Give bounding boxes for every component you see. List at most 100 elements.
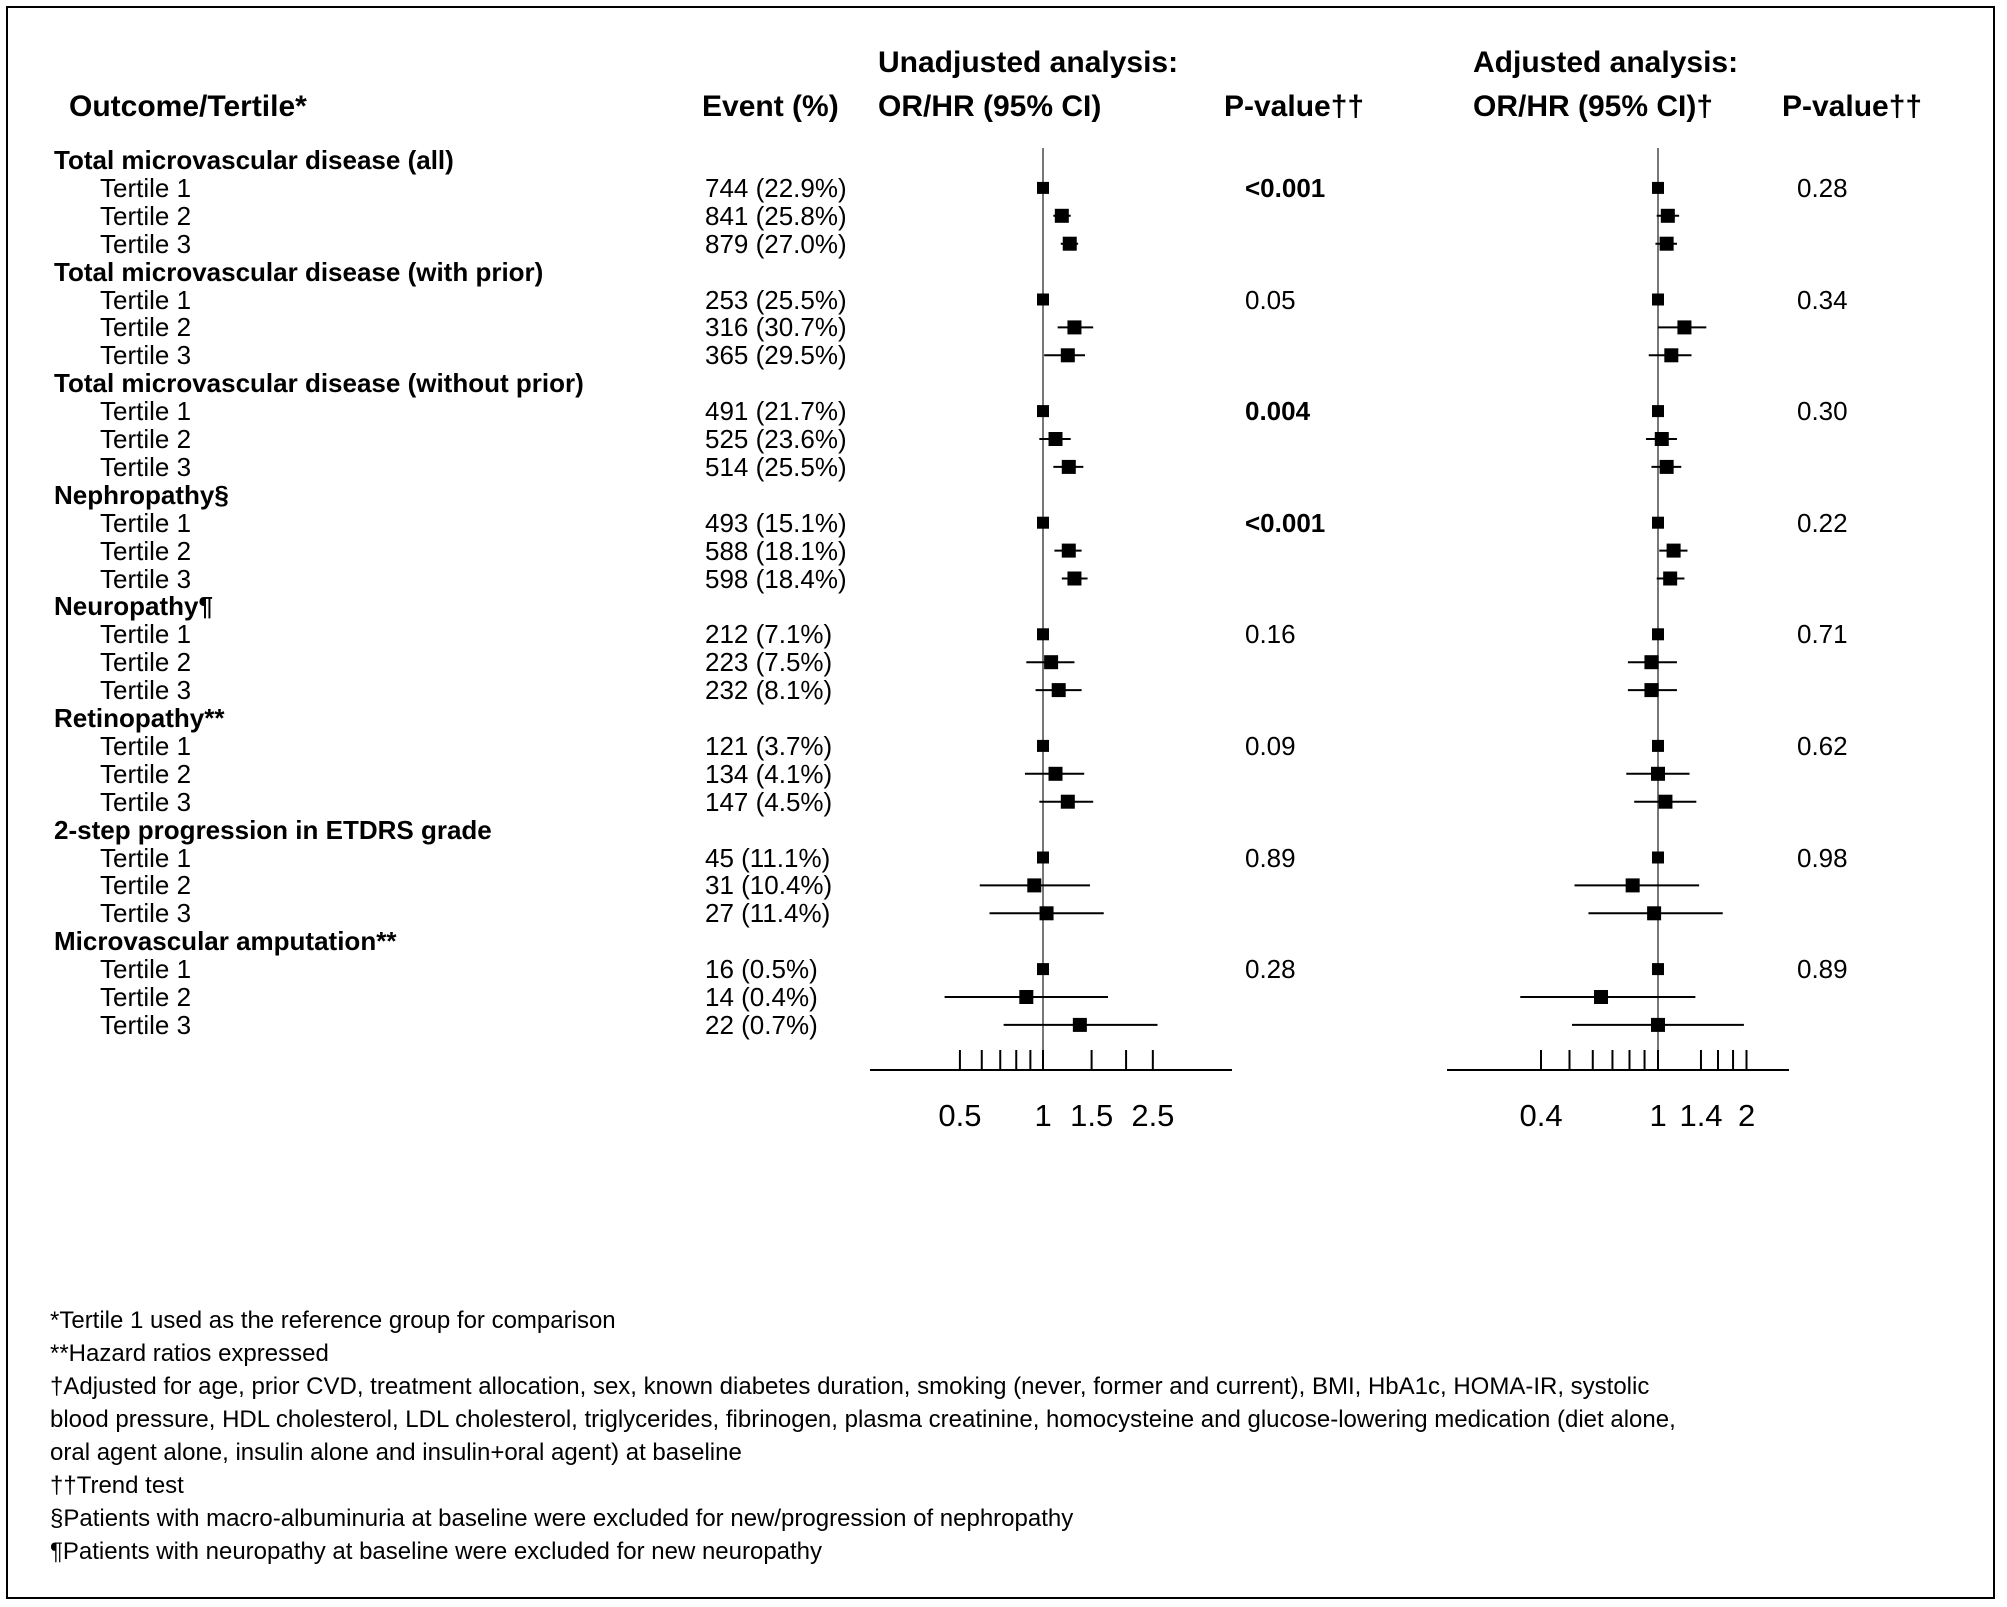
adjusted-point-g6-tertile-2 [1651, 766, 1665, 781]
adjusted-point-g6-tertile-3 [1658, 794, 1673, 809]
adjusted-pvalue-g5: 0.71 [1797, 619, 1848, 650]
unadjusted-pvalue-g8: 0.28 [1245, 954, 1296, 985]
tertile-label-g3-tertile-2: Tertile 2 [100, 424, 192, 454]
tertile-label-g5-tertile-1: Tertile 1 [100, 619, 192, 650]
adjusted-ci-header: OR/HR (95% CI)† [1473, 90, 1714, 123]
adjusted-title: Adjusted analysis: [1473, 46, 1739, 79]
adjusted-point-g3-tertile-2 [1654, 432, 1669, 446]
unadjusted-pvalue-g5: 0.16 [1245, 619, 1296, 650]
adjusted-tick-label-1-4: 1.4 [1679, 1098, 1723, 1133]
adjusted-point-g7-tertile-2 [1625, 878, 1640, 893]
event-value-g7-tertile-2: 31 (10.4%) [705, 870, 833, 901]
adjusted-point-g5-tertile-2 [1644, 655, 1659, 670]
tertile-label-g3-tertile-3: Tertile 3 [100, 451, 192, 482]
unadjusted-tick-label-2-5: 2.5 [1131, 1098, 1175, 1133]
group-label-microvascular-amputation: Microvascular amputation** [54, 926, 397, 957]
unadjusted-tick-label-0-5: 0.5 [938, 1098, 982, 1133]
unadjusted-point-g7-tertile-1 [1037, 851, 1049, 864]
adjusted-pvalue-g2: 0.34 [1797, 284, 1848, 315]
event-value-g1-tertile-2: 841 (25.8%) [705, 200, 847, 231]
footnotes: *Tertile 1 used as the reference group f… [50, 1304, 1676, 1568]
adjusted-point-g3-tertile-1 [1652, 405, 1664, 418]
tertile-label-g4-tertile-1: Tertile 1 [100, 507, 192, 538]
tertile-label-g8-tertile-1: Tertile 1 [100, 954, 192, 985]
event-value-g1-tertile-3: 879 (27.0%) [705, 228, 847, 259]
tertile-label-g8-tertile-2: Tertile 2 [100, 982, 192, 1012]
unadjusted-point-g8-tertile-1 [1037, 963, 1049, 976]
event-value-g2-tertile-1: 253 (25.5%) [705, 284, 847, 315]
event-value-g4-tertile-1: 493 (15.1%) [705, 507, 847, 538]
figure-frame [6, 6, 1995, 1599]
group-label-neuropathy: Neuropathy¶ [54, 591, 213, 622]
unadjusted-point-g1-tertile-3 [1062, 236, 1077, 251]
event-value-g8-tertile-3: 22 (0.7%) [705, 1009, 818, 1040]
tertile-label-g6-tertile-3: Tertile 3 [100, 786, 192, 817]
tertile-label-g2-tertile-2: Tertile 2 [100, 312, 192, 343]
group-label-2-step-progression-in-etdrs-grade: 2-step progression in ETDRS grade [54, 814, 492, 845]
adjusted-point-g3-tertile-3 [1659, 459, 1674, 474]
event-value-g6-tertile-3: 147 (4.5%) [705, 786, 833, 817]
adjusted-point-g2-tertile-1 [1652, 293, 1664, 306]
adjusted-point-g5-tertile-3 [1644, 683, 1659, 698]
unadjusted-pvalue-g1: <0.001 [1245, 172, 1326, 203]
group-label-retinopathy: Retinopathy** [54, 703, 225, 733]
unadjusted-point-g7-tertile-3 [1039, 906, 1054, 921]
footnote-reference: *Tertile 1 used as the reference group f… [50, 1307, 616, 1334]
unadjusted-point-g8-tertile-3 [1072, 1017, 1087, 1032]
tertile-label-g7-tertile-2: Tertile 2 [100, 870, 192, 901]
group-label-nephropathy: Nephropathy§ [54, 479, 229, 510]
footnote-trend: ††Trend test [50, 1472, 184, 1499]
footnote-adjusted-line2: blood pressure, HDL cholesterol, LDL cho… [50, 1406, 1676, 1433]
tertile-label-g8-tertile-3: Tertile 3 [100, 1009, 192, 1040]
unadjusted-point-g1-tertile-1 [1037, 181, 1049, 194]
unadjusted-point-g6-tertile-2 [1048, 766, 1063, 781]
unadjusted-ci-header: OR/HR (95% CI) [878, 90, 1102, 123]
adjusted-pvalue-g3: 0.30 [1797, 396, 1848, 427]
adjusted-tick-label-0-4: 0.4 [1519, 1098, 1563, 1133]
footnote-adjusted-line3: oral agent alone, insulin alone and insu… [50, 1439, 742, 1466]
event-value-g2-tertile-3: 365 (29.5%) [705, 340, 847, 371]
event-value-g5-tertile-2: 223 (7.5%) [705, 647, 833, 678]
group-label-total-microvascular-disease-without-prior: Total microvascular disease (without pri… [54, 368, 584, 399]
unadjusted-title: Unadjusted analysis: [878, 46, 1179, 79]
group-label-total-microvascular-disease-with-prior: Total microvascular disease (with prior) [54, 256, 544, 287]
event-header: Event (%) [702, 90, 839, 123]
tertile-label-g2-tertile-3: Tertile 3 [100, 340, 192, 371]
event-value-g5-tertile-3: 232 (8.1%) [705, 675, 833, 706]
event-value-g4-tertile-2: 588 (18.1%) [705, 535, 847, 566]
tertile-label-g7-tertile-3: Tertile 3 [100, 898, 192, 929]
unadjusted-pvalue-g6: 0.09 [1245, 730, 1296, 761]
unadjusted-tick-label-1: 1 [1034, 1098, 1052, 1133]
adjusted-point-g8-tertile-3 [1651, 1017, 1665, 1032]
event-value-g4-tertile-3: 598 (18.4%) [705, 563, 847, 594]
tertile-label-g1-tertile-2: Tertile 2 [100, 200, 192, 231]
unadjusted-pvalue-g7: 0.89 [1245, 842, 1296, 873]
tertile-label-g3-tertile-1: Tertile 1 [100, 396, 192, 427]
event-value-g6-tertile-2: 134 (4.1%) [705, 758, 833, 789]
event-value-g3-tertile-1: 491 (21.7%) [705, 396, 847, 427]
adjusted-point-g1-tertile-2 [1660, 208, 1675, 223]
unadjusted-point-g3-tertile-2 [1048, 432, 1063, 446]
tertile-label-g6-tertile-2: Tertile 2 [100, 758, 192, 789]
unadjusted-point-g6-tertile-1 [1037, 739, 1049, 752]
unadjusted-point-g4-tertile-2 [1061, 543, 1076, 558]
unadjusted-point-g3-tertile-3 [1061, 459, 1076, 474]
adjusted-point-g8-tertile-1 [1652, 963, 1664, 976]
adjusted-pvalue-g8: 0.89 [1797, 954, 1848, 985]
unadjusted-point-g6-tertile-3 [1060, 794, 1075, 809]
adjusted-pvalue-g4: 0.22 [1797, 507, 1848, 538]
unadjusted-point-g1-tertile-2 [1054, 208, 1069, 223]
adjusted-pvalue-g6: 0.62 [1797, 730, 1848, 761]
outcome-header: Outcome/Tertile* [69, 90, 307, 123]
adjusted-tick-label-2: 2 [1738, 1098, 1756, 1133]
unadjusted-pvalue-g3: 0.004 [1245, 396, 1311, 427]
adjusted-point-g4-tertile-1 [1652, 516, 1664, 529]
unadjusted-point-g2-tertile-1 [1037, 293, 1049, 306]
unadjusted-point-g3-tertile-1 [1037, 405, 1049, 418]
tertile-label-g7-tertile-1: Tertile 1 [100, 842, 192, 873]
event-value-g7-tertile-1: 45 (11.1%) [705, 842, 831, 873]
unadjusted-point-g8-tertile-2 [1019, 990, 1034, 1004]
adjusted-point-g2-tertile-3 [1664, 348, 1679, 363]
adjusted-point-g6-tertile-1 [1652, 739, 1664, 752]
